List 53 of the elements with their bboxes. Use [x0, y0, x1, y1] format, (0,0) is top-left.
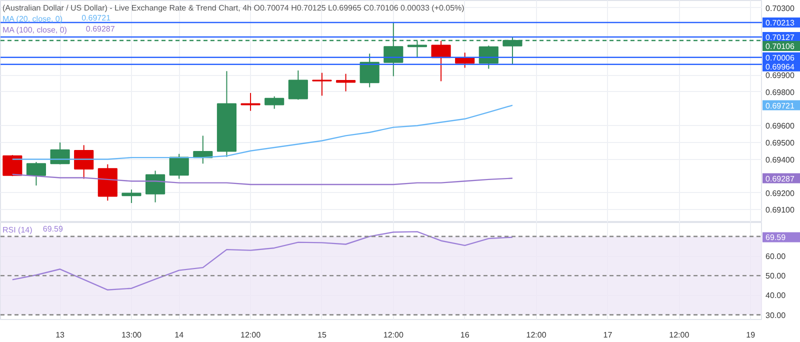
x-tick-label: 16: [460, 330, 470, 340]
chart-title: (Australian Dollar / US Dollar) - Live Exchange Rate & Trend Chart, 4h O0.70074 H0.70125 L0.69965 C0.70106 0.00033 (+0.05%): [2, 4, 465, 12]
y-tick-label: 30.00: [766, 310, 786, 320]
x-tick-label: 17: [603, 330, 613, 340]
candlestick: [240, 92, 260, 112]
candlestick: [336, 73, 356, 92]
y-tick-label: 0.70300: [766, 4, 796, 13]
annotation: 0.69287: [86, 24, 116, 34]
candlestick: [264, 96, 284, 110]
text: MA (100, close, 0): [2, 26, 68, 34]
ref-line-label: 0.70006: [766, 53, 796, 62]
y-tick-label: 0.69800: [766, 88, 796, 97]
x-tick-label: 13:00: [121, 330, 142, 340]
ref-line-label: 0.70106: [766, 42, 796, 51]
x-tick-label: 12:00: [526, 330, 547, 340]
candlestick: [50, 142, 70, 165]
x-tick-label: 12:00: [669, 330, 690, 340]
x-tick-label: 15: [318, 330, 327, 340]
x-tick-label: 12:00: [240, 330, 262, 340]
x-tick-label: 19: [746, 330, 756, 340]
y-tick-label: 50.00: [766, 272, 786, 281]
text: RSI (14): [2, 226, 33, 234]
ref-line-label: 0.70127: [766, 32, 796, 42]
y-tick-label: 40.00: [766, 291, 786, 300]
x-tick-label: 12:00: [383, 330, 404, 340]
candlestick: [312, 72, 332, 96]
candlestick: [74, 144, 94, 180]
y-tick-label: 0.69600: [766, 122, 796, 131]
candlestick: [2, 154, 22, 177]
candlestick: [360, 53, 380, 88]
annotation: 0.69721: [82, 14, 112, 22]
text: 0.69287: [766, 174, 794, 184]
candlestick: [288, 70, 308, 100]
candlestick: [122, 189, 142, 204]
y-tick-label: 0.69200: [766, 188, 796, 198]
x-tick-label: 14: [174, 330, 184, 340]
y-tick-label: 0.69400: [766, 155, 796, 164]
annotation: 69.59: [42, 224, 64, 234]
candlestick: [478, 45, 498, 70]
ref-line-label: 0.70213: [766, 18, 796, 28]
y-tick-label: 0.69500: [766, 138, 796, 148]
text: 0.69721: [766, 101, 794, 110]
candlestick: [431, 40, 451, 82]
ref-line-label: 0.69964: [766, 62, 796, 72]
y-tick-label: 0.69100: [766, 206, 796, 215]
y-tick-label: 0.69900: [766, 71, 796, 80]
x-tick-label: 13: [56, 330, 66, 340]
candlestick: [145, 170, 166, 203]
text: MA (20, close, 0): [2, 14, 63, 24]
candlestick: [26, 161, 46, 186]
candlestick: [169, 153, 189, 180]
text: 69.59: [766, 233, 786, 242]
y-tick-label: 60.00: [766, 252, 786, 262]
